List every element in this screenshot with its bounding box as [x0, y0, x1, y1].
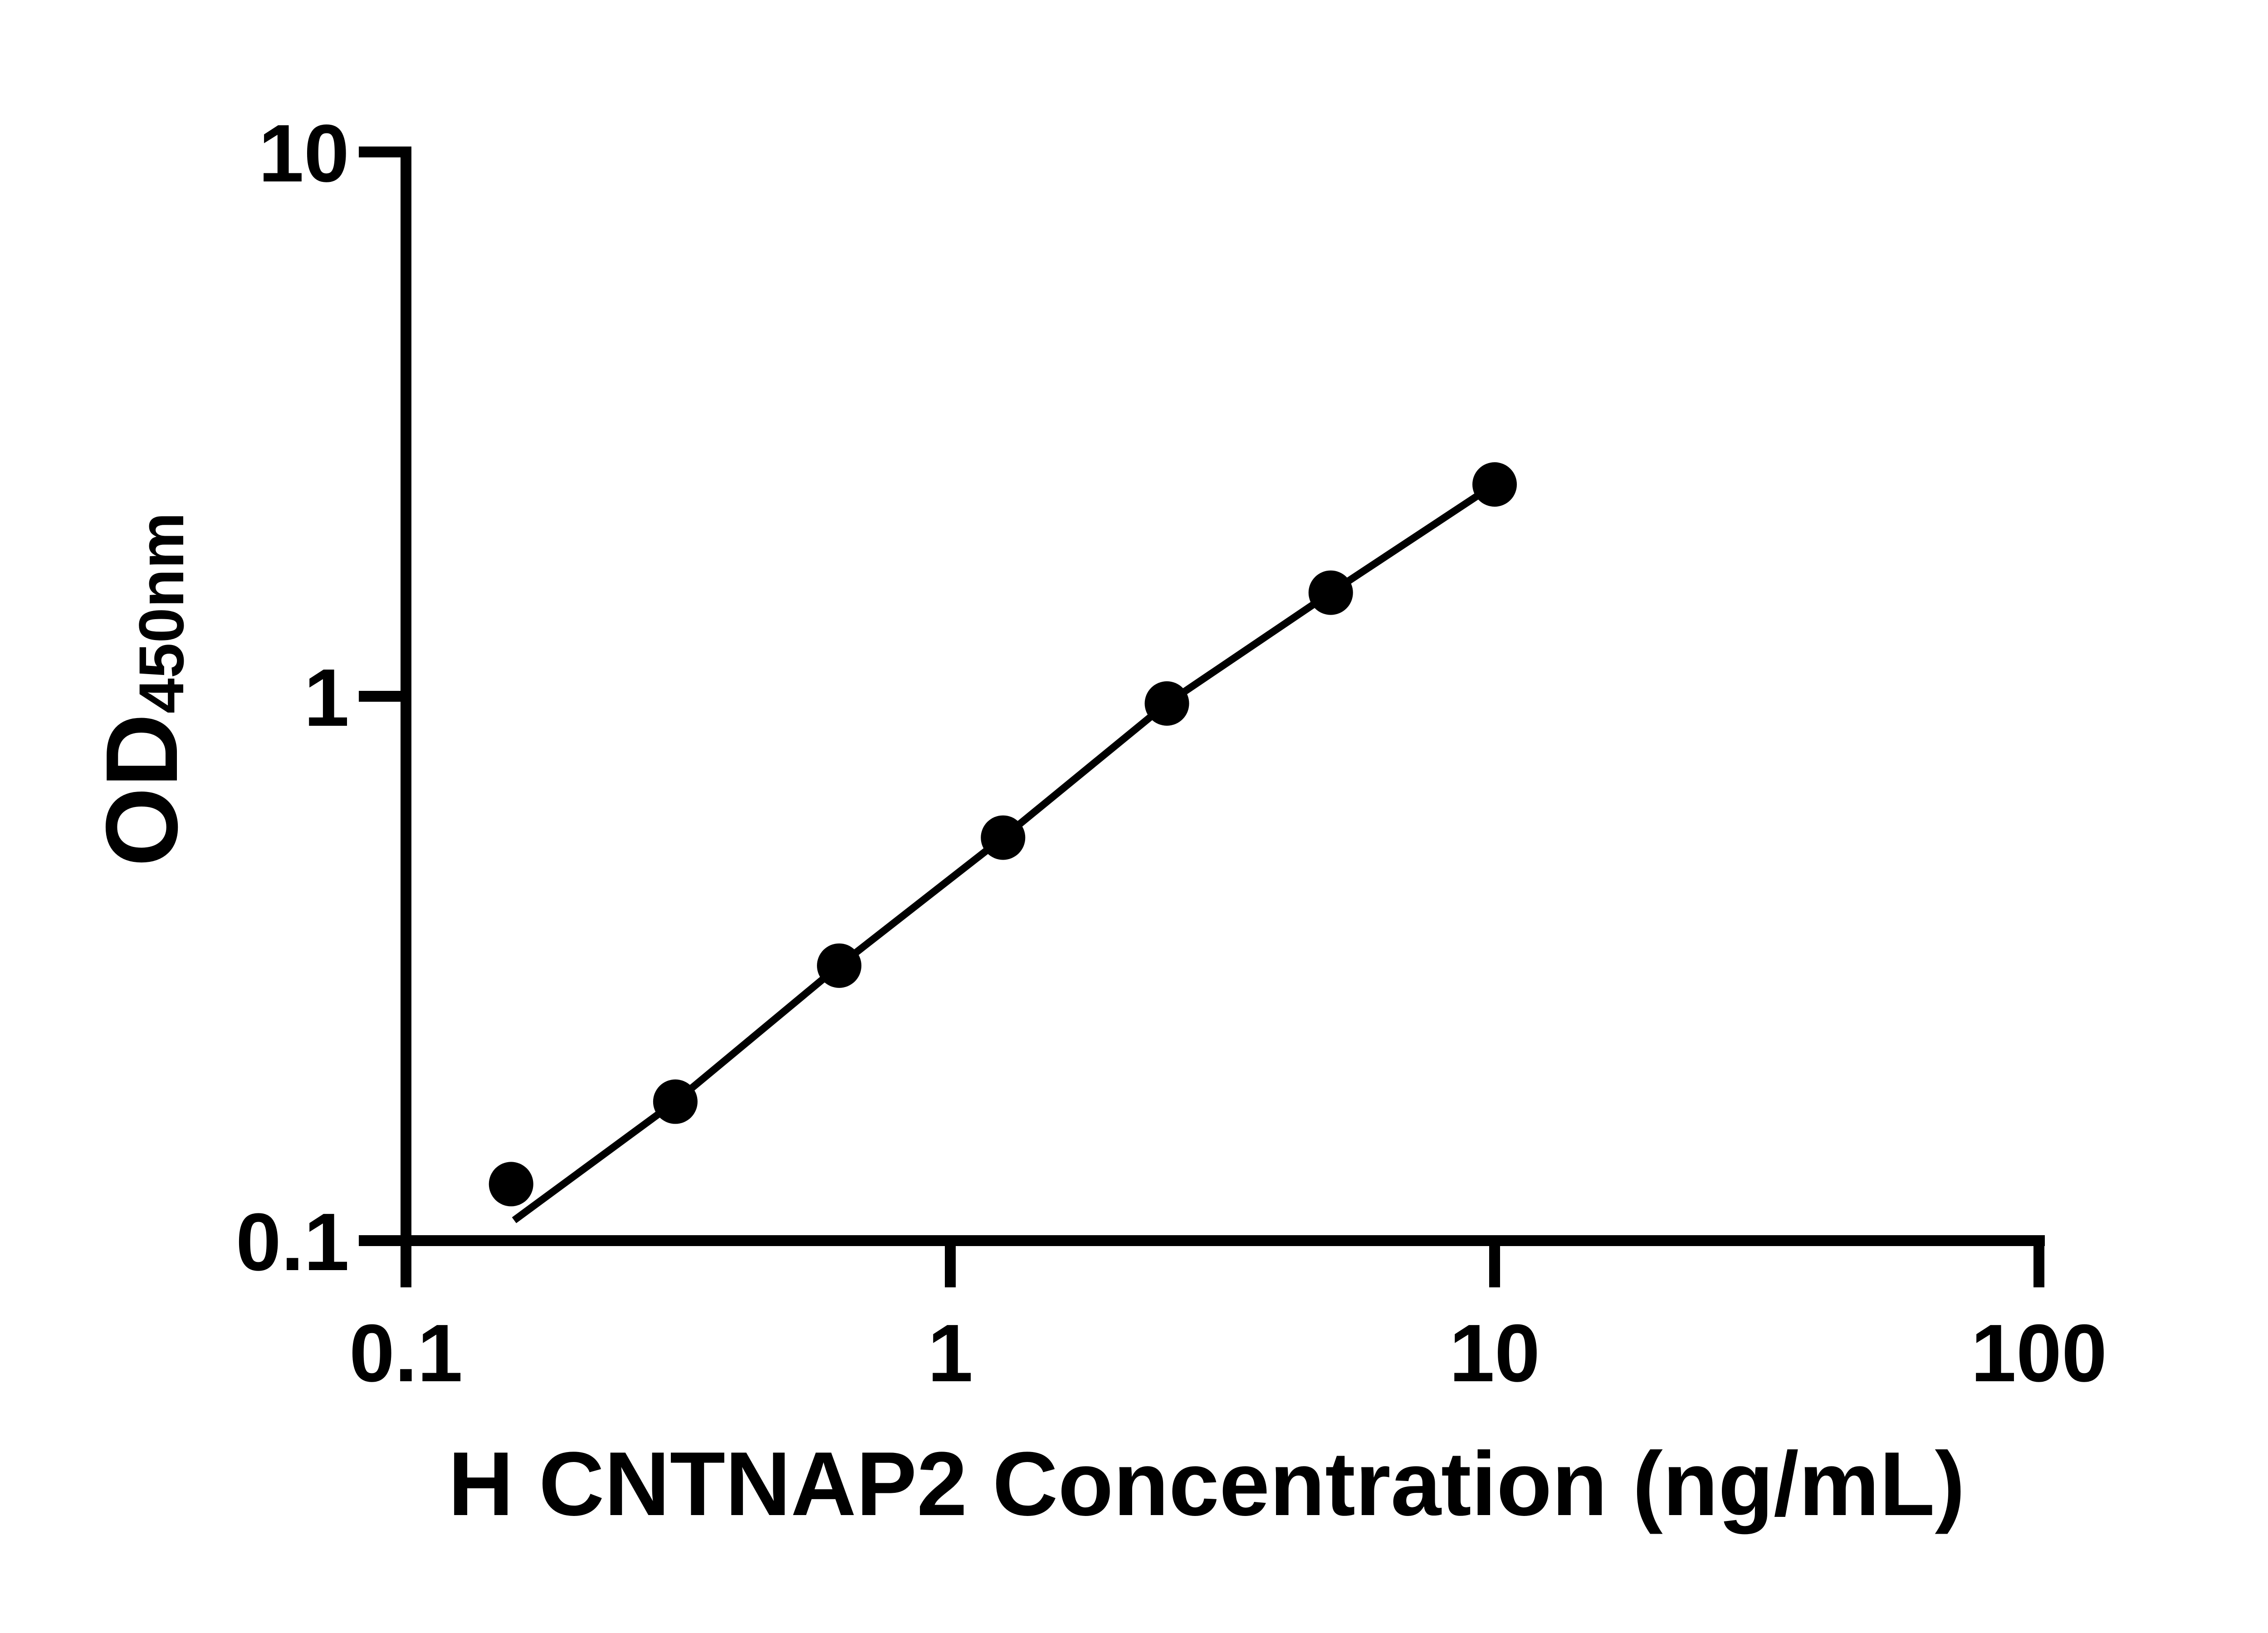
- data-point-marker: [981, 815, 1026, 860]
- axes: [359, 152, 2045, 1246]
- data-points: [489, 462, 1517, 1207]
- x-axis-tick-labels: 0.1 1 10 100: [349, 1308, 2107, 1399]
- data-point-marker: [1472, 462, 1517, 507]
- x-axis-ticks: [401, 1241, 2044, 1287]
- y-axis-title: OD450nm: [84, 512, 199, 866]
- x-tick-label: 0.1: [349, 1308, 463, 1399]
- x-tick-label: 1: [928, 1308, 973, 1399]
- data-point-marker: [653, 1079, 698, 1124]
- data-point-marker: [489, 1162, 533, 1207]
- y-axis-ticks: [359, 147, 411, 1246]
- x-tick-label: 100: [1971, 1308, 2107, 1399]
- data-point-marker: [1144, 681, 1189, 726]
- y-axis-title-subscript: 450nm: [126, 512, 197, 714]
- x-axis-title: H CNTNAP2 Concentration (ng/mL): [448, 1433, 1965, 1535]
- y-tick-label: 0.1: [236, 1197, 349, 1288]
- y-tick-label: 10: [259, 108, 349, 199]
- data-point-marker: [817, 943, 862, 988]
- y-axis-title-main: OD: [84, 714, 199, 867]
- y-axis-tick-labels: 10 1 0.1: [236, 108, 349, 1288]
- data-point-marker: [1308, 570, 1353, 615]
- y-tick-label: 1: [304, 652, 349, 743]
- x-tick-label: 10: [1449, 1308, 1540, 1399]
